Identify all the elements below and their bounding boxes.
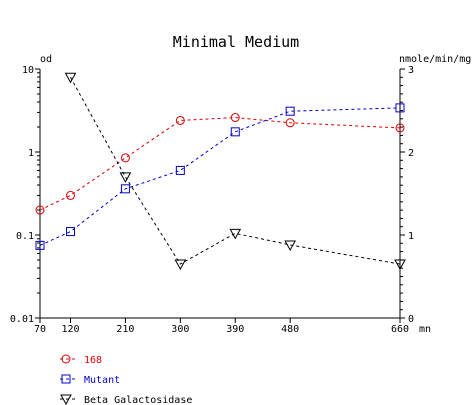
data-point bbox=[229, 228, 242, 240]
x-tick-label: 120 bbox=[61, 324, 79, 335]
x-tick-label: 390 bbox=[226, 324, 244, 335]
x-tick-label: 660 bbox=[391, 324, 409, 335]
data-point bbox=[119, 172, 132, 183]
legend-label: Beta Galactosidase bbox=[84, 395, 192, 405]
y-left-axis-label: od bbox=[40, 54, 52, 65]
x-tick-label: 480 bbox=[281, 324, 299, 335]
data-point bbox=[66, 227, 76, 237]
x-tick-label: 300 bbox=[171, 324, 189, 335]
y-right-tick-label: 1 bbox=[408, 231, 414, 242]
data-point bbox=[395, 103, 405, 113]
data-point bbox=[66, 190, 76, 200]
legend-marker bbox=[60, 394, 72, 405]
x-tick-label: 210 bbox=[116, 324, 134, 335]
y-left-tick-label: 1 bbox=[28, 148, 34, 159]
y-right-tick-label: 0 bbox=[408, 314, 414, 325]
y-right-axis-label: nmole/min/mg bbox=[399, 54, 471, 65]
legend: 168 Mutant Beta Galactosidase bbox=[60, 354, 192, 405]
legend-marker bbox=[61, 354, 71, 364]
data-point bbox=[395, 123, 405, 133]
y-right-tick-label: 2 bbox=[408, 148, 414, 159]
series-line bbox=[39, 107, 401, 246]
data-point bbox=[284, 240, 297, 251]
data-point bbox=[175, 165, 185, 175]
data-point bbox=[120, 184, 130, 194]
legend-marker bbox=[61, 374, 71, 384]
data-point bbox=[175, 115, 185, 125]
legend-label: 168 bbox=[84, 355, 102, 366]
y-right-tick-label: 3 bbox=[408, 65, 414, 76]
legend-label: Mutant bbox=[84, 375, 120, 386]
series-line bbox=[39, 117, 401, 211]
data-point bbox=[394, 259, 406, 271]
y-left-tick-label: 0.1 bbox=[16, 231, 34, 242]
chart-title: Minimal Medium bbox=[173, 33, 299, 51]
series-line bbox=[70, 77, 401, 265]
data-point bbox=[35, 205, 45, 215]
data-point bbox=[120, 153, 130, 163]
data-point bbox=[285, 106, 295, 116]
plot-area: 70 120 210 300 390 480 660 0.01 0.1 1 10 0 1 2 3 bbox=[10, 65, 414, 335]
y-left-tick-label: 0.01 bbox=[10, 314, 34, 325]
data-point bbox=[285, 118, 295, 128]
data-point bbox=[230, 127, 240, 137]
x-unit-label: mn bbox=[419, 324, 431, 335]
x-tick-label: 70 bbox=[34, 324, 46, 335]
data-point bbox=[64, 72, 77, 84]
data-point bbox=[174, 259, 187, 271]
data-point bbox=[230, 113, 240, 123]
y-left-tick-label: 10 bbox=[22, 65, 34, 76]
data-point bbox=[35, 240, 45, 250]
